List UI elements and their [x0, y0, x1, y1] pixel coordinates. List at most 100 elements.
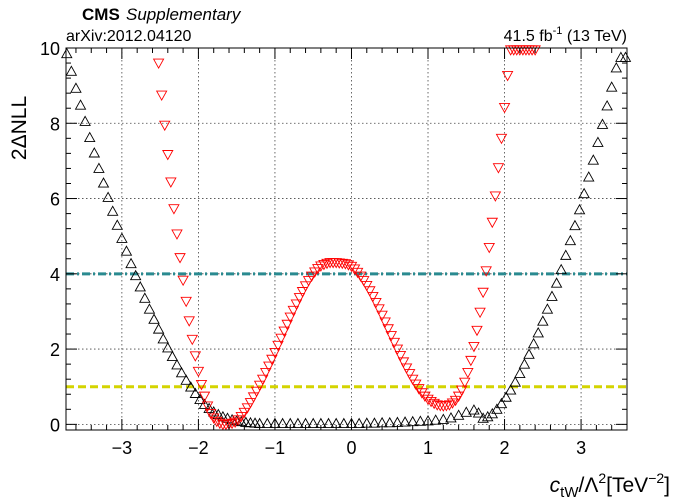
data-point: [166, 350, 179, 362]
data-point: [397, 357, 410, 368]
data-point: [171, 358, 183, 370]
data-point: [443, 400, 456, 411]
data-point: [139, 292, 151, 303]
data-point: [445, 412, 457, 423]
data-point: [477, 412, 489, 423]
data-point: [500, 391, 512, 402]
luminosity-label: 41.5 fb-1 (13 TeV): [504, 25, 627, 45]
data-point: [367, 291, 379, 303]
data-point: [527, 337, 540, 349]
x-tick-label: 0: [346, 438, 356, 458]
data-point: [361, 281, 373, 292]
cms-label: CMS: [82, 5, 120, 24]
data-point: [158, 120, 171, 132]
data-point: [201, 401, 214, 412]
data-point: [70, 82, 82, 93]
data-point: [256, 374, 269, 386]
data-point: [186, 334, 199, 346]
data-point: [134, 281, 147, 292]
data-point: [465, 355, 477, 367]
data-point: [477, 287, 489, 299]
data-point: [480, 266, 492, 277]
data-markers: [61, 45, 632, 431]
data-point: [180, 374, 192, 385]
data-point: [518, 358, 531, 369]
y-tick-label: 2: [50, 340, 60, 360]
y-tick-label: 10: [40, 39, 60, 59]
data-point: [425, 396, 437, 408]
data-point: [250, 386, 263, 398]
data-point: [157, 332, 169, 344]
data-point: [152, 323, 165, 334]
data-point: [307, 417, 319, 429]
data-point: [414, 415, 427, 426]
data-point: [495, 397, 508, 409]
data-point: [318, 259, 330, 271]
data-point: [619, 51, 632, 62]
x-tick-label: 2: [500, 438, 510, 458]
data-point: [276, 417, 289, 429]
data-point: [229, 417, 241, 429]
data-point: [290, 299, 303, 310]
data-point: [275, 333, 287, 345]
data-point: [399, 416, 411, 427]
data-point: [429, 414, 442, 425]
x-tick-label: −3: [112, 438, 133, 458]
grid-lines: [66, 48, 627, 430]
data-point: [116, 232, 128, 243]
data-point: [180, 296, 192, 308]
data-point: [194, 393, 206, 404]
data-point: [338, 417, 350, 429]
data-point: [269, 348, 281, 359]
data-point: [61, 47, 73, 59]
data-point: [564, 234, 577, 246]
data-point: [353, 417, 365, 429]
data-point: [403, 369, 416, 380]
data-point: [238, 407, 251, 419]
data-point: [247, 392, 260, 403]
data-point: [189, 387, 202, 398]
data-point: [223, 419, 235, 430]
data-point: [532, 326, 544, 338]
data-point: [278, 326, 290, 337]
data-point: [129, 269, 142, 281]
data-point: [376, 310, 388, 322]
data-point: [168, 204, 180, 215]
data-point: [302, 276, 315, 287]
data-point: [382, 324, 394, 335]
x-tick-label: 1: [423, 438, 433, 458]
data-point: [299, 281, 312, 292]
supplementary-label: Supplementary: [126, 5, 242, 24]
data-point: [458, 377, 471, 389]
data-point: [509, 376, 522, 387]
data-point: [253, 380, 266, 392]
x-axis-title: ctW/Λ2[TeV−2]: [550, 470, 670, 501]
x-tick-label: −1: [265, 438, 286, 458]
data-point: [321, 258, 333, 270]
data-point: [452, 409, 465, 420]
data-point: [416, 388, 428, 399]
data-point: [65, 65, 78, 76]
data-point: [83, 131, 96, 143]
data-point: [184, 381, 197, 392]
data-point: [437, 413, 450, 424]
data-point: [605, 81, 618, 92]
data-point: [592, 136, 604, 147]
data-point: [462, 367, 474, 379]
data-point: [162, 342, 174, 353]
data-point: [468, 404, 480, 415]
data-point: [203, 402, 215, 413]
data-point: [569, 219, 581, 231]
data-point: [610, 62, 623, 73]
data-point: [281, 319, 293, 331]
data-point: [183, 316, 195, 327]
data-point: [97, 177, 110, 188]
data-point: [351, 267, 364, 279]
data-point: [495, 133, 508, 145]
data-point: [226, 418, 238, 430]
data-point: [125, 257, 137, 269]
data-point: [207, 406, 220, 417]
data-point: [195, 380, 208, 391]
data-point: [165, 177, 177, 188]
data-point: [370, 297, 382, 309]
